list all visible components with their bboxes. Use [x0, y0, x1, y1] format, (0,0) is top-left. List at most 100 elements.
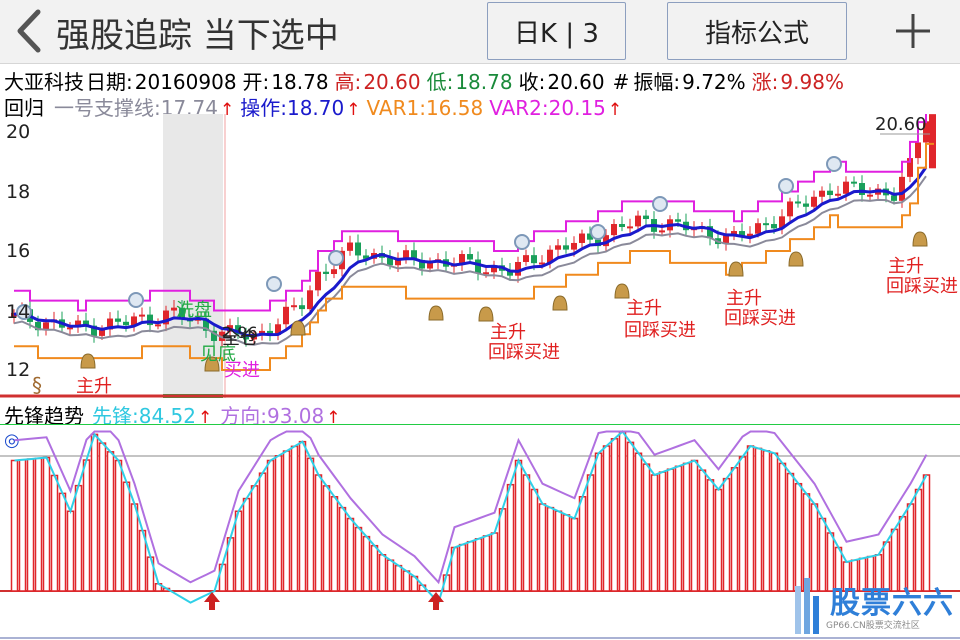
oscillator-bar	[402, 570, 411, 592]
candle-body	[427, 262, 433, 269]
diamond-icon	[652, 196, 668, 212]
operate-line	[13, 166, 928, 338]
oscillator-bar	[778, 462, 787, 592]
oscillator-bar	[722, 477, 731, 592]
oscillator-bar	[234, 510, 243, 592]
candle-body	[243, 334, 249, 340]
candle-body	[891, 195, 897, 201]
up-arrow-icon: ↑	[607, 100, 623, 120]
up-arrow-icon: ↑	[326, 408, 341, 428]
oscillator-bar	[522, 474, 531, 592]
close-value: 20.60	[547, 70, 605, 94]
bell-icon	[290, 320, 306, 336]
candle-body	[403, 250, 409, 258]
oscillator-bar	[394, 564, 403, 592]
retrace-buy-label: 回踩买进	[488, 342, 560, 363]
candle-body	[75, 320, 81, 328]
oscillator-bar	[466, 540, 475, 592]
oscillator-bar	[74, 484, 83, 592]
hash-mark: #	[612, 70, 630, 94]
oscillator-bar	[346, 517, 355, 592]
oscillator-bar	[386, 559, 395, 592]
oscillator-bar	[578, 496, 587, 592]
candle-body	[307, 290, 313, 310]
y-tick-12: 12	[6, 359, 30, 381]
candle-body	[507, 270, 513, 276]
candle-body	[611, 224, 617, 236]
oscillator-bar	[650, 474, 659, 592]
candle-body	[755, 223, 761, 234]
oscillator-bar	[570, 517, 579, 592]
up-arrow-icon	[428, 592, 444, 610]
candle-body	[851, 181, 857, 184]
bell-icon	[428, 305, 444, 321]
candle-body	[723, 233, 729, 245]
oscillator-bar	[602, 445, 611, 592]
oscillator-bar	[690, 459, 699, 592]
oscillator-bar	[306, 457, 315, 592]
period-button[interactable]: 日K | 3	[487, 2, 626, 60]
oscillator-bar	[290, 445, 299, 592]
oscillator-bar	[66, 510, 75, 592]
low-label: 低:	[426, 70, 454, 94]
oscillator-bar	[354, 526, 363, 592]
oscillator-bar	[626, 441, 635, 592]
top-bar: 强股追踪 当下选中 日K | 3 指标公式	[0, 0, 960, 64]
y-tick-14: 14	[6, 301, 30, 323]
oscillator-bar	[10, 459, 19, 592]
oscillator-bar	[538, 503, 547, 592]
candle-body	[859, 183, 865, 195]
formula-button[interactable]: 指标公式	[667, 2, 847, 60]
high-label: 高:	[334, 70, 362, 94]
up-arrow-icon: ↑	[198, 408, 213, 428]
candle-body	[275, 324, 281, 335]
open-value: 18.78	[271, 70, 329, 94]
candle-body	[475, 259, 481, 274]
candle-body	[899, 176, 905, 201]
oscillator-bar	[42, 456, 51, 592]
candle-body	[587, 233, 593, 240]
candle-body	[211, 330, 217, 341]
back-arrow-icon[interactable]	[10, 6, 50, 56]
main-up-label: 主升	[76, 376, 112, 397]
candle-body	[491, 265, 497, 273]
candle-body	[619, 224, 625, 228]
main-up-label: 主升	[626, 298, 662, 319]
candle-body	[803, 203, 809, 207]
bell-icon	[788, 251, 804, 267]
operate-value: 操作:18.70	[240, 96, 345, 120]
candle-body	[387, 257, 393, 266]
candle-body	[531, 255, 537, 264]
candle-body	[929, 114, 936, 169]
oscillator-bar	[298, 440, 307, 592]
stock-info: 大亚科技 日期: 20160908 开: 18.78 高: 20.60 低: 18.78 收: 20…	[4, 66, 846, 95]
section-mark: §	[32, 373, 42, 397]
close-label: 收:	[518, 70, 546, 94]
oscillator-bar	[282, 450, 291, 592]
var1-value: VAR1:16.58	[366, 96, 484, 120]
retrace-buy-label: 回踩买进	[624, 320, 696, 341]
candle-body	[115, 318, 121, 322]
full-position-label: 全仓	[222, 328, 258, 349]
candle-body	[179, 307, 185, 320]
amplitude-value: 9.72%	[682, 70, 746, 94]
bell-icon	[552, 295, 568, 311]
oscillator-bar	[362, 535, 371, 592]
candle-body	[563, 245, 569, 250]
oscillator-bar	[106, 451, 115, 592]
bell-icon	[614, 283, 630, 299]
candle-body	[411, 250, 417, 260]
candle-body	[835, 193, 841, 196]
candle-body	[315, 271, 321, 291]
oscillator-chart[interactable]: ◎	[0, 424, 960, 640]
candle-body	[67, 327, 73, 330]
oscillator-bar	[130, 503, 139, 592]
var1-line	[14, 142, 934, 371]
oscillator-bar	[482, 535, 491, 592]
diamond-icon	[128, 292, 144, 308]
add-icon[interactable]	[888, 4, 938, 56]
oscillator-bar	[490, 532, 499, 592]
candle-body	[819, 190, 825, 197]
oscillator-bar	[658, 471, 667, 592]
candlestick-chart[interactable]: 20 18 16 14 12 20.60 洗盘 见底 全仓 买进 2.96 § …	[0, 114, 960, 398]
